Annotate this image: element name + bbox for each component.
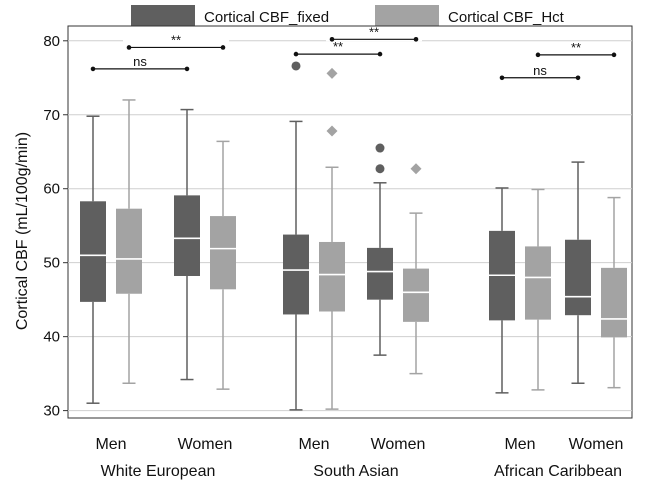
category-label-white-european-men: Men [95, 436, 126, 453]
significance-2-bg [290, 45, 386, 57]
significance-5-label: ** [571, 40, 581, 55]
significance-0-dot-end [184, 66, 190, 72]
plot-frame [67, 25, 633, 419]
category-label-african-caribbean-men: Men [504, 436, 535, 453]
category-label-african-caribbean-women: Women [569, 436, 624, 453]
y-tick-label-40: 40 [43, 329, 60, 346]
y-tick-label-30: 30 [43, 403, 60, 420]
south-asian-women-cortical-cbf-fixed-outlier-0 [375, 143, 385, 153]
white-european-women-cortical-cbf-fixed-box [174, 195, 200, 276]
south-asian-men-cortical-cbf-fixed-box [283, 234, 309, 315]
significance-3-bg [326, 30, 422, 42]
group-label-white-european: White European [101, 463, 216, 480]
significance-1-dot-start [126, 45, 132, 50]
x-axis: Men Women White European Men Women South Asia… [95, 436, 623, 480]
significance-0-label: ns [133, 54, 147, 69]
south-asian-women-cortical-cbf-fixed-outlier-1 [375, 164, 385, 174]
y-tick-label-50: 50 [43, 255, 60, 272]
significance-1-label: ** [171, 32, 181, 47]
group-label-south-asian: South Asian [313, 463, 398, 480]
legend-swatch-cortical-cbf-hct [375, 5, 439, 27]
south-asian-men-cortical-cbf-fixed-outlier-0 [291, 61, 301, 71]
south-asian-women-cortical-cbf-hct-outlier-0 [410, 163, 422, 175]
legend-label-cortical-cbf-hct: Cortical CBF_Hct [448, 9, 565, 26]
south-asian-men-cortical-cbf-hct-outlier-0 [326, 67, 338, 79]
african-caribbean-women-cortical-cbf-fixed-box [565, 239, 591, 316]
y-tick-label-80: 80 [43, 33, 60, 50]
significance-0-dot-start [90, 66, 96, 72]
category-label-south-asian-women: Women [371, 436, 426, 453]
significance-3-dot-end [413, 37, 419, 42]
category-label-south-asian-men: Men [298, 436, 329, 453]
significance-1-bg [123, 38, 229, 50]
y-axis: 30 40 50 60 70 80 [43, 33, 68, 420]
y-axis-title: Cortical CBF (mL/100g/min) [14, 132, 31, 330]
african-caribbean-men-cortical-cbf-hct-box [525, 246, 551, 320]
group-label-african-caribbean: African Caribbean [494, 463, 622, 480]
significance-4-label: ns [533, 63, 547, 78]
white-european-men-cortical-cbf-hct-box [116, 208, 142, 294]
south-asian-men-cortical-cbf-hct-outlier-1 [326, 125, 338, 137]
legend: Cortical CBF_fixed Cortical CBF_Hct [131, 5, 565, 27]
significance-5-dot-end [611, 52, 617, 58]
significance-4-dot-end [575, 75, 581, 81]
significance-2-label: ** [333, 39, 343, 54]
south-asian-men-cortical-cbf-hct-box [319, 241, 345, 312]
significance-3-dot-start [329, 37, 335, 42]
significance-4-bg [496, 68, 584, 80]
south-asian-women-cortical-cbf-fixed-box [367, 247, 393, 300]
category-label-white-european-women: Women [178, 436, 233, 453]
y-tick-label-70: 70 [43, 107, 60, 124]
legend-swatch-cortical-cbf-fixed [131, 5, 195, 27]
significance-1-dot-end [220, 45, 226, 50]
significance-5-bg [532, 45, 620, 57]
significance-3-label: ** [369, 24, 379, 39]
significance-5-dot-start [535, 52, 541, 58]
white-european-men-cortical-cbf-fixed-box [80, 201, 106, 302]
significance-4-dot-start [499, 75, 505, 81]
y-tick-label-60: 60 [43, 181, 60, 198]
white-european-women-cortical-cbf-hct-box [210, 216, 236, 290]
significance-2-dot-end [377, 51, 383, 57]
significance-0-bg [87, 59, 193, 71]
plot-area: ns ** ** ** ns ** [67, 24, 633, 419]
significance-2-dot-start [293, 51, 299, 57]
legend-label-cortical-cbf-fixed: Cortical CBF_fixed [204, 9, 329, 26]
african-caribbean-women-cortical-cbf-hct-box [601, 267, 627, 338]
south-asian-women-cortical-cbf-hct-box [403, 268, 429, 322]
